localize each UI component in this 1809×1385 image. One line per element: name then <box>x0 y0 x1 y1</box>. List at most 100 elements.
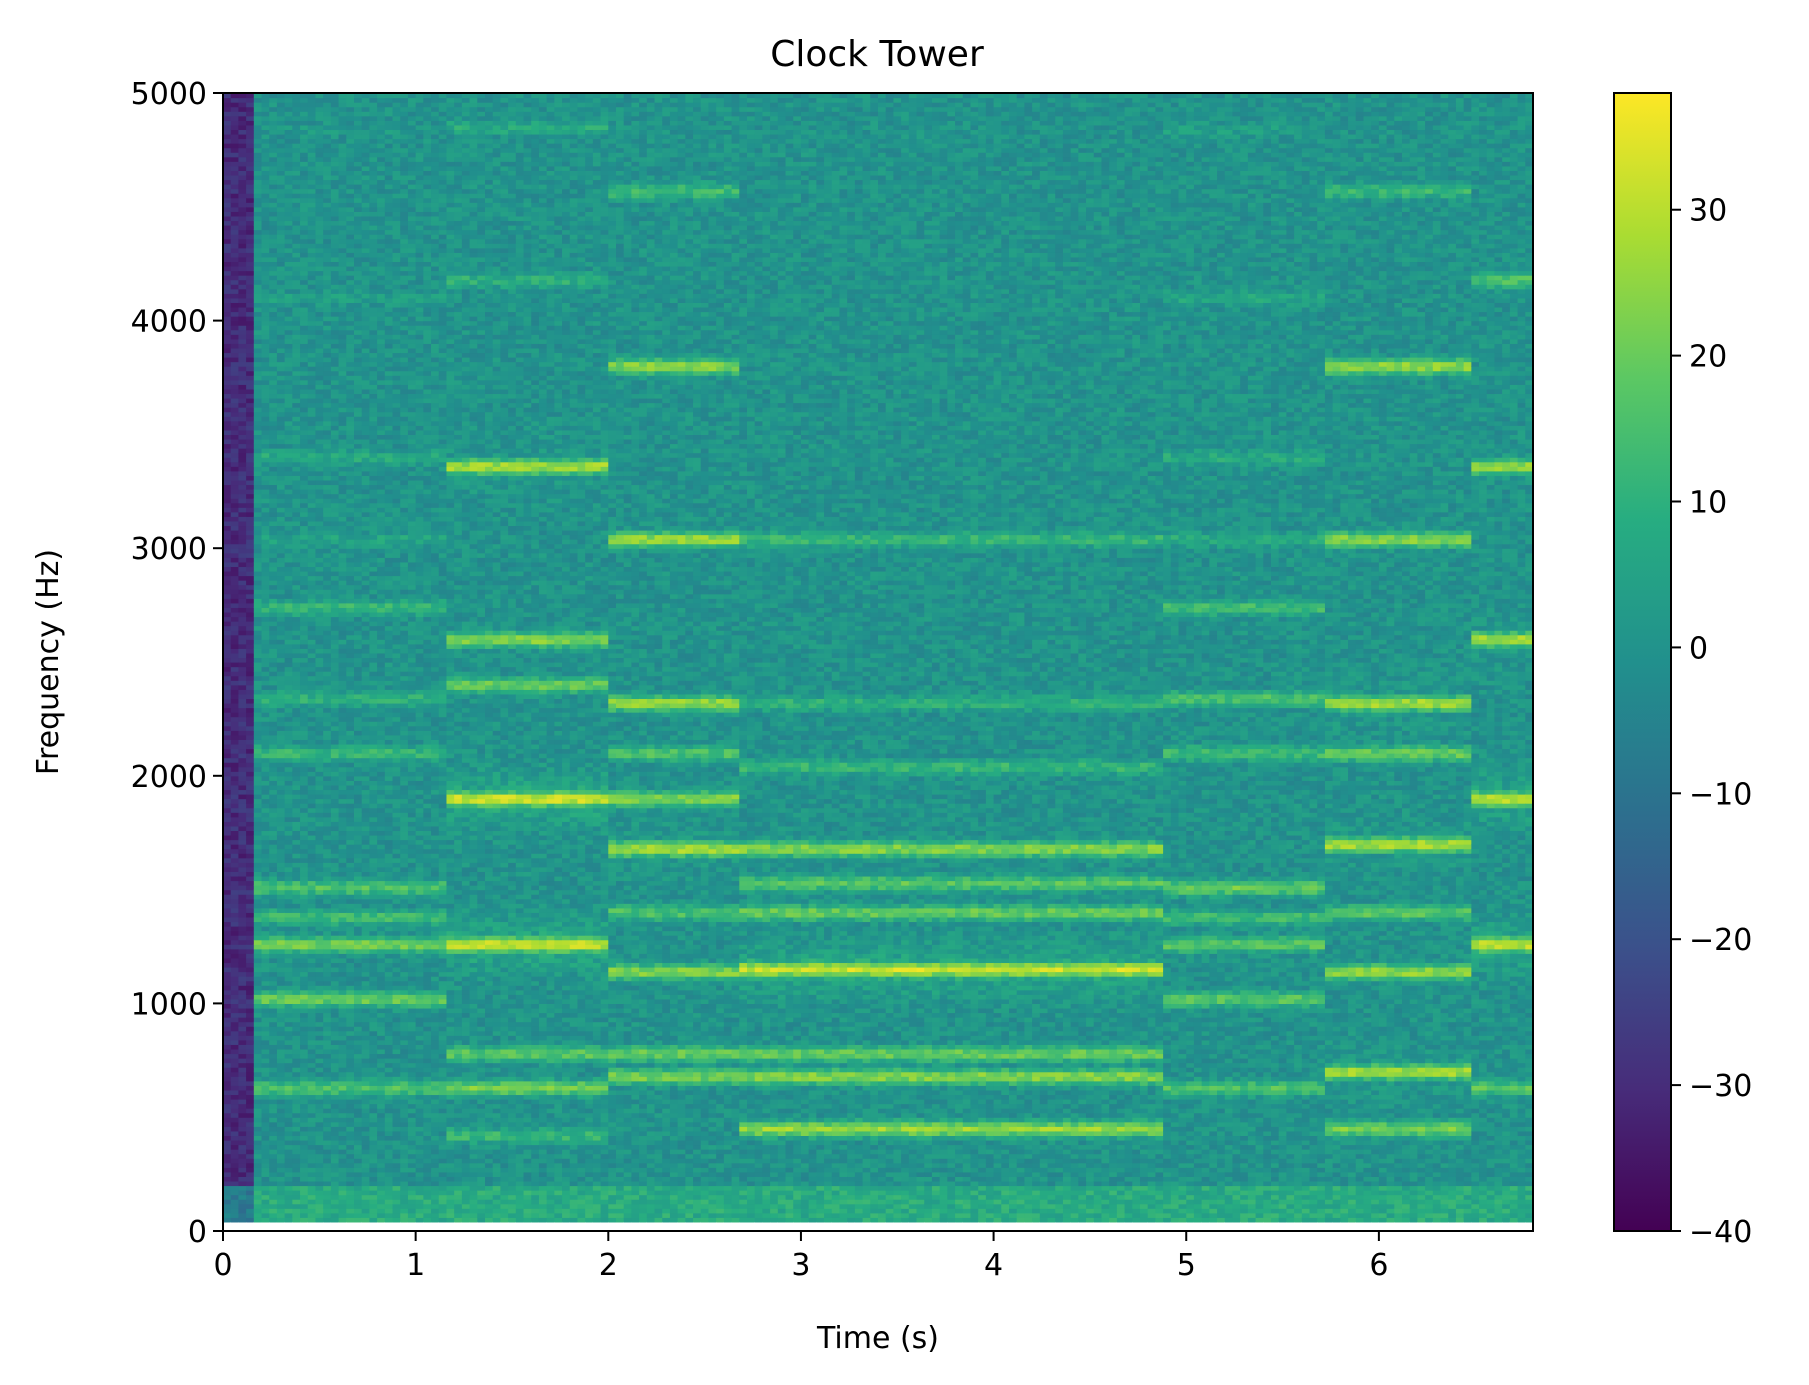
heatmap-cell <box>254 275 262 280</box>
heatmap-cell <box>246 225 254 230</box>
heatmap-cell <box>331 1090 339 1095</box>
heatmap-cell <box>277 434 285 439</box>
heatmap-cell <box>339 116 347 121</box>
heatmap-cell <box>323 853 331 858</box>
heatmap-cell <box>231 98 239 103</box>
heatmap-cell <box>238 1085 246 1090</box>
heatmap-cell <box>254 157 262 162</box>
heatmap-cell <box>269 853 277 858</box>
heatmap-cell <box>231 111 239 116</box>
heatmap-cell <box>292 703 300 708</box>
heatmap-cell <box>262 1222 270 1227</box>
heatmap-cell <box>339 261 347 266</box>
heatmap-cell <box>231 362 239 367</box>
heatmap-cell <box>223 1003 231 1008</box>
heatmap-cell <box>323 799 331 804</box>
heatmap-cell <box>308 161 316 166</box>
heatmap-cell <box>285 689 293 694</box>
heatmap-cell <box>308 680 316 685</box>
heatmap-cell <box>339 480 347 485</box>
heatmap-cell <box>223 1122 231 1127</box>
heatmap-cell <box>315 403 323 408</box>
heatmap-cell <box>339 1176 347 1181</box>
heatmap-cell <box>331 1013 339 1018</box>
heatmap-cell <box>269 503 277 508</box>
heatmap-cell <box>285 148 293 153</box>
heatmap-cell <box>339 1172 347 1177</box>
heatmap-cell <box>323 530 331 535</box>
heatmap-cell <box>223 794 231 799</box>
heatmap-cell <box>277 940 285 945</box>
heatmap-cell <box>346 744 354 749</box>
heatmap-cell <box>277 744 285 749</box>
heatmap-cell <box>269 512 277 517</box>
heatmap-cell <box>315 780 323 785</box>
heatmap-cell <box>292 753 300 758</box>
heatmap-cell <box>308 1176 316 1181</box>
heatmap-cell <box>262 780 270 785</box>
heatmap-cell <box>246 1154 254 1159</box>
heatmap-cell <box>346 1131 354 1136</box>
heatmap-cell <box>323 994 331 999</box>
heatmap-cell <box>262 662 270 667</box>
heatmap-cell <box>308 434 316 439</box>
heatmap-cell <box>323 639 331 644</box>
heatmap-cell <box>238 1067 246 1072</box>
heatmap-cell <box>254 1185 262 1190</box>
heatmap-cell <box>231 899 239 904</box>
heatmap-cell <box>315 444 323 449</box>
heatmap-cell <box>331 234 339 239</box>
heatmap-cell <box>262 603 270 608</box>
heatmap-cell <box>315 1076 323 1081</box>
heatmap-cell <box>277 1104 285 1109</box>
heatmap-cell <box>254 266 262 271</box>
heatmap-cell <box>292 644 300 649</box>
heatmap-cell <box>308 908 316 913</box>
heatmap-cell <box>292 239 300 244</box>
heatmap-cell <box>277 748 285 753</box>
heatmap-cell <box>285 134 293 139</box>
heatmap-cell <box>262 1003 270 1008</box>
heatmap-cell <box>223 1040 231 1045</box>
heatmap-cell <box>277 289 285 294</box>
heatmap-cell <box>292 211 300 216</box>
heatmap-cell <box>254 330 262 335</box>
heatmap-cell <box>285 129 293 134</box>
heatmap-cell <box>277 639 285 644</box>
heatmap-cell <box>323 1067 331 1072</box>
heatmap-cell <box>269 908 277 913</box>
heatmap-cell <box>308 325 316 330</box>
heatmap-cell <box>223 949 231 954</box>
heatmap-cell <box>292 589 300 594</box>
heatmap-cell <box>269 480 277 485</box>
heatmap-cell <box>323 626 331 631</box>
heatmap-cell <box>346 475 354 480</box>
heatmap-cell <box>346 312 354 317</box>
heatmap-cell <box>331 835 339 840</box>
heatmap-cell <box>223 1135 231 1140</box>
heatmap-cell <box>339 343 347 348</box>
heatmap-cell <box>331 726 339 731</box>
heatmap-cell <box>300 434 308 439</box>
heatmap-cell <box>277 1099 285 1104</box>
heatmap-cell <box>346 457 354 462</box>
heatmap-cell <box>315 894 323 899</box>
heatmap-cell <box>246 748 254 753</box>
heatmap-cell <box>315 125 323 130</box>
heatmap-cell <box>238 1081 246 1086</box>
heatmap-cell <box>223 1031 231 1036</box>
heatmap-cell <box>231 1163 239 1168</box>
heatmap-cell <box>223 430 231 435</box>
heatmap-cell <box>315 612 323 617</box>
heatmap-cell <box>339 680 347 685</box>
heatmap-cell <box>300 512 308 517</box>
heatmap-cell <box>269 994 277 999</box>
heatmap-cell <box>346 398 354 403</box>
heatmap-cell <box>315 352 323 357</box>
heatmap-cell <box>308 257 316 262</box>
heatmap-cell <box>308 220 316 225</box>
heatmap-cell <box>223 157 231 162</box>
heatmap-cell <box>254 553 262 558</box>
heatmap-cell <box>285 1049 293 1054</box>
heatmap-cell <box>339 708 347 713</box>
